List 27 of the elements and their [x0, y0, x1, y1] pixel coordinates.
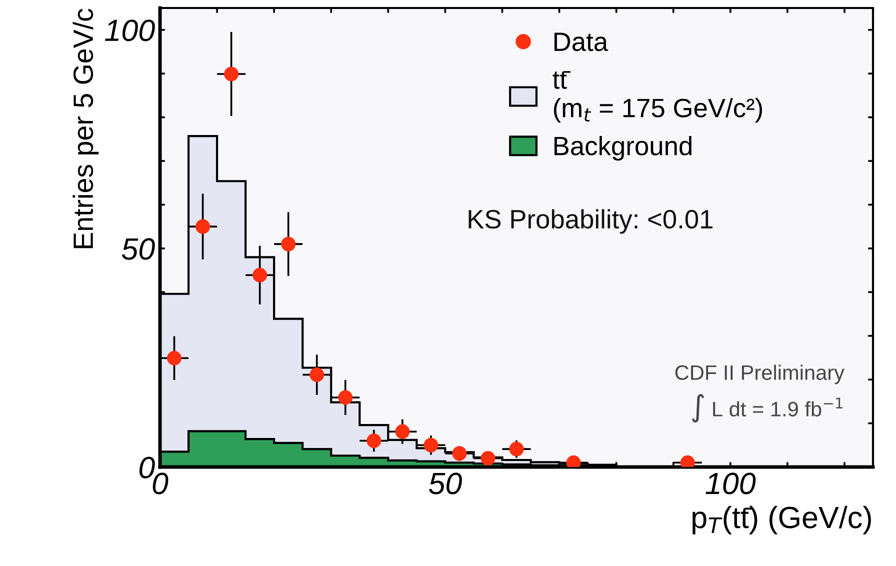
point [252, 268, 268, 282]
x-tick-label: 0 [152, 472, 168, 494]
point [166, 350, 182, 366]
annotation: KS Probability: <0.01 [468, 209, 712, 234]
point [195, 219, 210, 234]
legend-label: Background [554, 136, 692, 161]
point [281, 236, 296, 252]
point [224, 66, 239, 82]
legend-label: tt̄ (m$_{t}$ = 175 GeV/c²) [552, 71, 762, 123]
point [424, 438, 438, 452]
y-tick-label: 50 [122, 238, 155, 260]
point [310, 367, 324, 382]
x-tick-label: 50 [428, 472, 462, 494]
y-axis-title: Entries per 5 GeV/c [72, 8, 99, 248]
point [366, 433, 382, 448]
x-axis-title: p$_{T}$(tt̄) (GeV/c) [692, 506, 871, 534]
point [395, 424, 410, 439]
point [509, 442, 524, 456]
point [452, 446, 467, 461]
point [480, 450, 496, 466]
annotation: ∫ L dt = 1.9 fb$^{−1}$ [692, 394, 842, 423]
y-tick-label: 100 [104, 20, 155, 42]
x-tick-label: 100 [706, 472, 756, 494]
annotation: CDF II Preliminary [675, 364, 844, 384]
legend-label: Data [554, 32, 608, 52]
y-tick-label: 0 [139, 456, 155, 478]
point [338, 390, 353, 405]
